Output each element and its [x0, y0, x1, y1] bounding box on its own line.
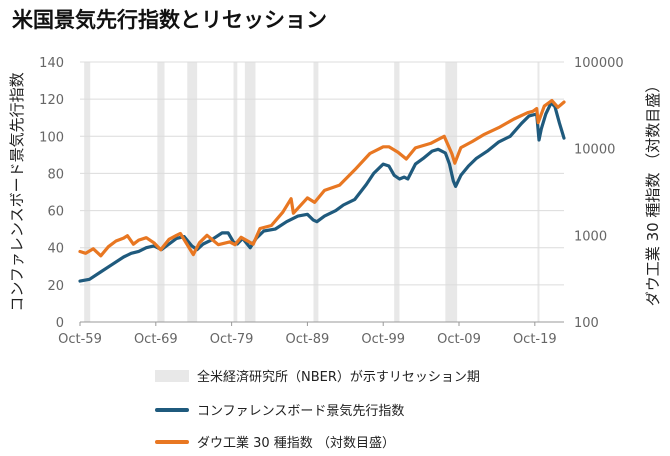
- x-tick-label: Oct-59: [58, 332, 102, 347]
- legend-item-leading-index: コンファレンスボード景気先行指数: [155, 400, 404, 419]
- recession-band: [445, 62, 458, 322]
- x-tick-label: Oct-69: [134, 332, 178, 347]
- series-lines: [78, 98, 566, 283]
- recession-band: [537, 62, 540, 322]
- grid-lines: [80, 61, 564, 286]
- y-left-tick-label: 120: [39, 93, 64, 108]
- y-left-tick-label: 100: [39, 130, 64, 145]
- series-line-dow: [78, 98, 566, 258]
- y-left-tick-label: 140: [39, 56, 64, 71]
- recession-band: [187, 62, 198, 322]
- recession-band: [244, 62, 256, 322]
- legend-item-dow: ダウ工業 30 種指数 （対数目盛）: [155, 432, 395, 451]
- y-left-tick-label: 20: [47, 279, 64, 294]
- x-tick-label: Oct-19: [513, 332, 557, 347]
- legend-label-recession: 全米経済研究所（NBER）が示すリセッション期: [197, 370, 480, 385]
- recession-band: [157, 62, 165, 322]
- y-left-tick-label: 40: [47, 242, 64, 257]
- x-tick-label: Oct-09: [437, 332, 481, 347]
- chart-title: 米国景気先行指数とリセッション: [12, 8, 327, 32]
- x-tick-label: Oct-99: [361, 332, 405, 347]
- axes: 0 20 40 60 80 100 120 140 100 1000 10000 100000 Oct-…: [39, 56, 623, 347]
- series-line-leading-index: [78, 101, 566, 283]
- x-tick-label: Oct-89: [286, 332, 330, 347]
- recession-band: [394, 62, 400, 322]
- recession-bands: [84, 62, 540, 322]
- y-left-tick-label: 0: [56, 316, 64, 331]
- recession-band: [84, 62, 91, 322]
- legend-swatch-leading-index: [155, 407, 189, 412]
- legend-item-recession: 全米経済研究所（NBER）が示すリセッション期: [155, 366, 480, 385]
- y-right-tick-label: 10000: [574, 143, 615, 158]
- legend-label-leading-index: コンファレンスボード景気先行指数: [197, 404, 405, 419]
- recession-band: [233, 62, 238, 322]
- y-right-axis-label: ダウ工業 30 種指数 （対数目盛）: [644, 78, 662, 306]
- y-right-tick-label: 1000: [574, 229, 607, 244]
- y-left-axis-label: コンファレンスボード景気先行指数: [8, 72, 26, 311]
- y-left-tick-label: 80: [47, 167, 64, 182]
- legend-swatch-dow: [155, 439, 189, 444]
- y-right-tick-label: 100000: [574, 56, 624, 71]
- recession-band: [313, 62, 319, 322]
- x-tick-label: Oct-79: [210, 332, 254, 347]
- legend-swatch-recession: [155, 369, 189, 382]
- y-left-tick-label: 60: [47, 205, 64, 220]
- legend-label-dow: ダウ工業 30 種指数 （対数目盛）: [197, 436, 395, 451]
- y-right-tick-label: 100: [574, 316, 599, 331]
